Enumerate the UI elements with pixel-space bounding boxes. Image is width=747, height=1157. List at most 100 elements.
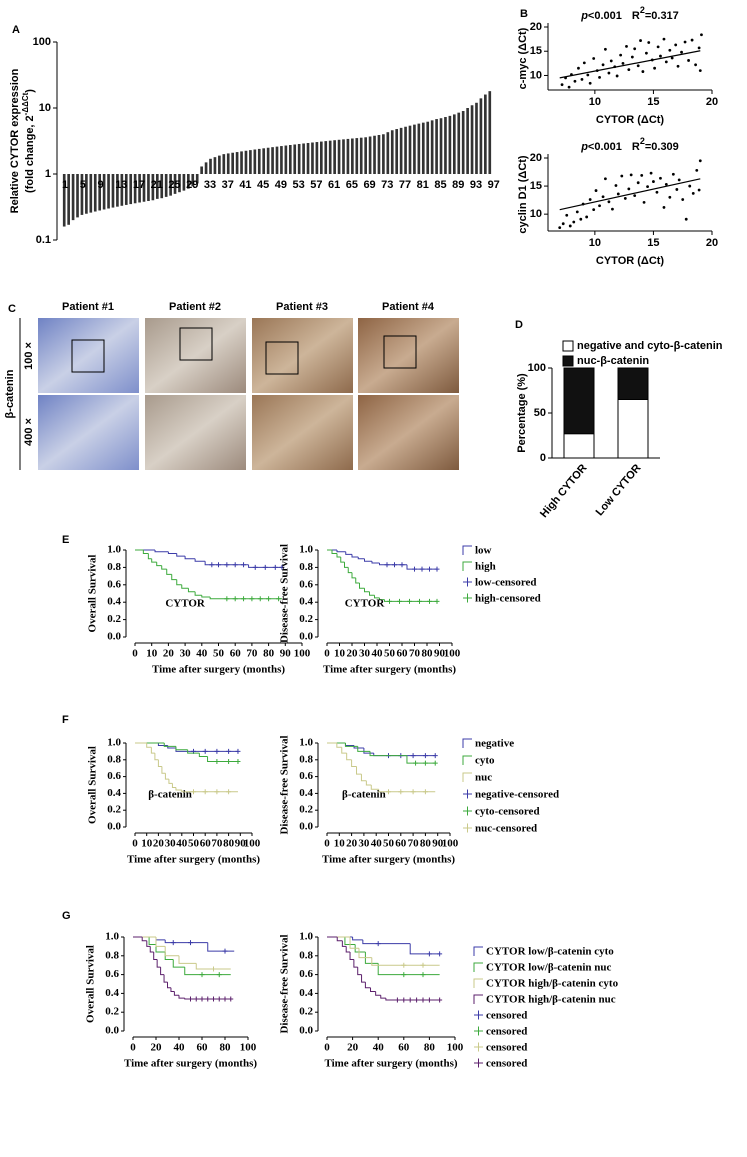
survival-step: [378, 789, 436, 793]
point: [607, 200, 611, 204]
bar: [426, 121, 430, 174]
bar: [155, 174, 159, 199]
censor-mark: [432, 753, 438, 759]
bar: [470, 105, 474, 174]
x-tick-label: 60: [200, 838, 212, 850]
censor-mark: [241, 562, 247, 568]
point: [681, 198, 685, 201]
bar: [386, 132, 390, 174]
point: [645, 51, 648, 55]
bar: [164, 174, 168, 197]
survival-step: [161, 766, 166, 774]
censor-mark: [410, 753, 416, 759]
survival-step: [198, 753, 208, 757]
survival-step: [349, 952, 354, 961]
survival-step: [406, 755, 436, 764]
censor-mark: [232, 562, 238, 568]
survival-step: [371, 561, 380, 564]
x-tick-label: Low CYTOR: [594, 462, 644, 518]
x-tick-label: 60: [230, 648, 242, 660]
x-tick-label: 53: [293, 179, 305, 191]
bar: [85, 174, 88, 214]
bar: [195, 174, 199, 184]
chart-label: β-catenin: [148, 789, 192, 801]
x-tick-label: 10: [589, 96, 601, 108]
legend-label: CYTOR high/β-catenin nuc: [486, 994, 616, 1006]
y-tick-label: 0.2: [105, 1006, 119, 1018]
censor-mark: [214, 789, 220, 795]
y-tick-label: 100: [33, 36, 51, 48]
x-tick-label: 80: [220, 1042, 232, 1054]
legend-symbol: [462, 738, 472, 748]
chart-label: CYTOR: [345, 597, 386, 609]
point: [662, 206, 666, 209]
x-tick-label: 70: [408, 838, 420, 850]
y-tick-label: 0.4: [299, 787, 313, 799]
legend-symbol: [474, 1010, 483, 1020]
censor-mark: [226, 748, 232, 754]
legend-swatch: [562, 355, 574, 367]
legend-symbol: [463, 593, 472, 603]
photo: [252, 395, 353, 470]
x-tick-label: 0: [130, 1042, 136, 1054]
survival-step: [155, 937, 166, 941]
y-tick-label: 0.2: [107, 804, 121, 816]
x-tick-label: 50: [213, 648, 225, 660]
x-axis-title: Time after surgery (months): [324, 1058, 457, 1070]
survival-step: [331, 550, 337, 554]
survival-chart: 0.0 0.2 0.4 0.6 0.8 1.0 0 20 40 60 80 100 Time after…: [279, 931, 619, 1070]
survival-step: [201, 595, 211, 598]
legend-symbol: [463, 789, 472, 799]
survival-step: [141, 937, 147, 942]
annotation-part: 2: [640, 136, 645, 146]
survival-step: [207, 756, 238, 762]
bar: [98, 174, 102, 211]
x-tick-label: 30: [358, 838, 370, 850]
bar: [133, 174, 137, 204]
point: [588, 198, 592, 201]
bar: [390, 130, 394, 174]
annotation: p<0.001 R2=0.317: [580, 5, 679, 22]
censor-mark: [222, 996, 228, 1002]
legend-label: CYTOR low/β-catenin nuc: [486, 962, 611, 974]
x-axis-title: Time after surgery (months): [322, 854, 455, 866]
censor-mark: [235, 748, 241, 754]
x-tick-label: 37: [222, 179, 234, 191]
survival-step: [154, 753, 159, 761]
censor-mark: [434, 566, 440, 572]
censor-mark: [202, 789, 208, 795]
zoom-box: [383, 335, 417, 369]
bar: [257, 148, 261, 174]
y-axis-title: cyclin D1 (ΔCt): [517, 155, 529, 234]
censor-mark: [191, 789, 196, 795]
survival-step: [357, 746, 371, 752]
bar: [320, 141, 323, 174]
bar: [457, 112, 461, 174]
x-tick-label: 15: [647, 96, 659, 108]
bar: [200, 166, 203, 174]
bar: [160, 174, 164, 199]
survival-step: [170, 987, 175, 993]
point: [636, 181, 640, 185]
survival-step: [353, 959, 358, 968]
panel-label: C: [8, 303, 16, 315]
censor-mark: [188, 996, 193, 1002]
point: [592, 208, 596, 212]
survival-step: [160, 967, 165, 976]
point: [662, 37, 666, 41]
censor-mark: [394, 997, 400, 1003]
survival-step: [365, 780, 372, 786]
bar: [337, 139, 341, 174]
bar: [240, 151, 243, 174]
point: [601, 195, 605, 199]
survival-step: [149, 946, 154, 953]
y-tick-label: 0.6: [107, 770, 121, 782]
x-axis-title: Time after surgery (months): [323, 664, 456, 676]
point: [568, 224, 572, 228]
annotation-part: R: [632, 141, 640, 153]
photo: [145, 395, 246, 470]
survival-step: [361, 974, 366, 983]
bar: [324, 141, 328, 174]
point: [697, 46, 701, 50]
y-tick-label: 10: [530, 69, 542, 81]
